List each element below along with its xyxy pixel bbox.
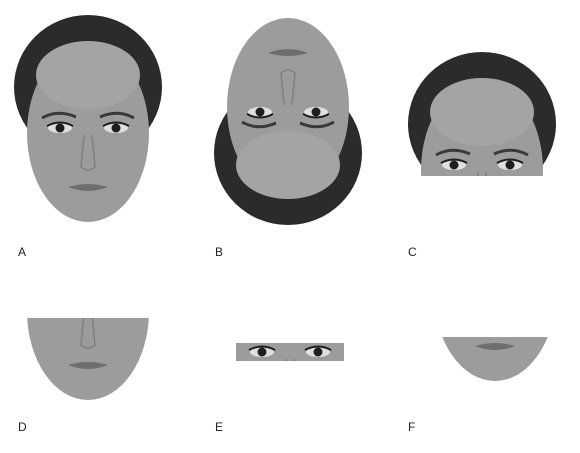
panel-label: C [408, 245, 417, 259]
face-image [236, 343, 344, 361]
panel-label: B [215, 245, 223, 259]
panel-label: F [408, 420, 415, 434]
face-image [12, 318, 164, 402]
face-image [12, 13, 164, 224]
panel-label: A [18, 245, 26, 259]
face-image [440, 337, 550, 383]
face-image [212, 16, 364, 227]
panel-label: E [215, 420, 223, 434]
panel-label: D [18, 420, 27, 434]
face-image [406, 50, 558, 176]
